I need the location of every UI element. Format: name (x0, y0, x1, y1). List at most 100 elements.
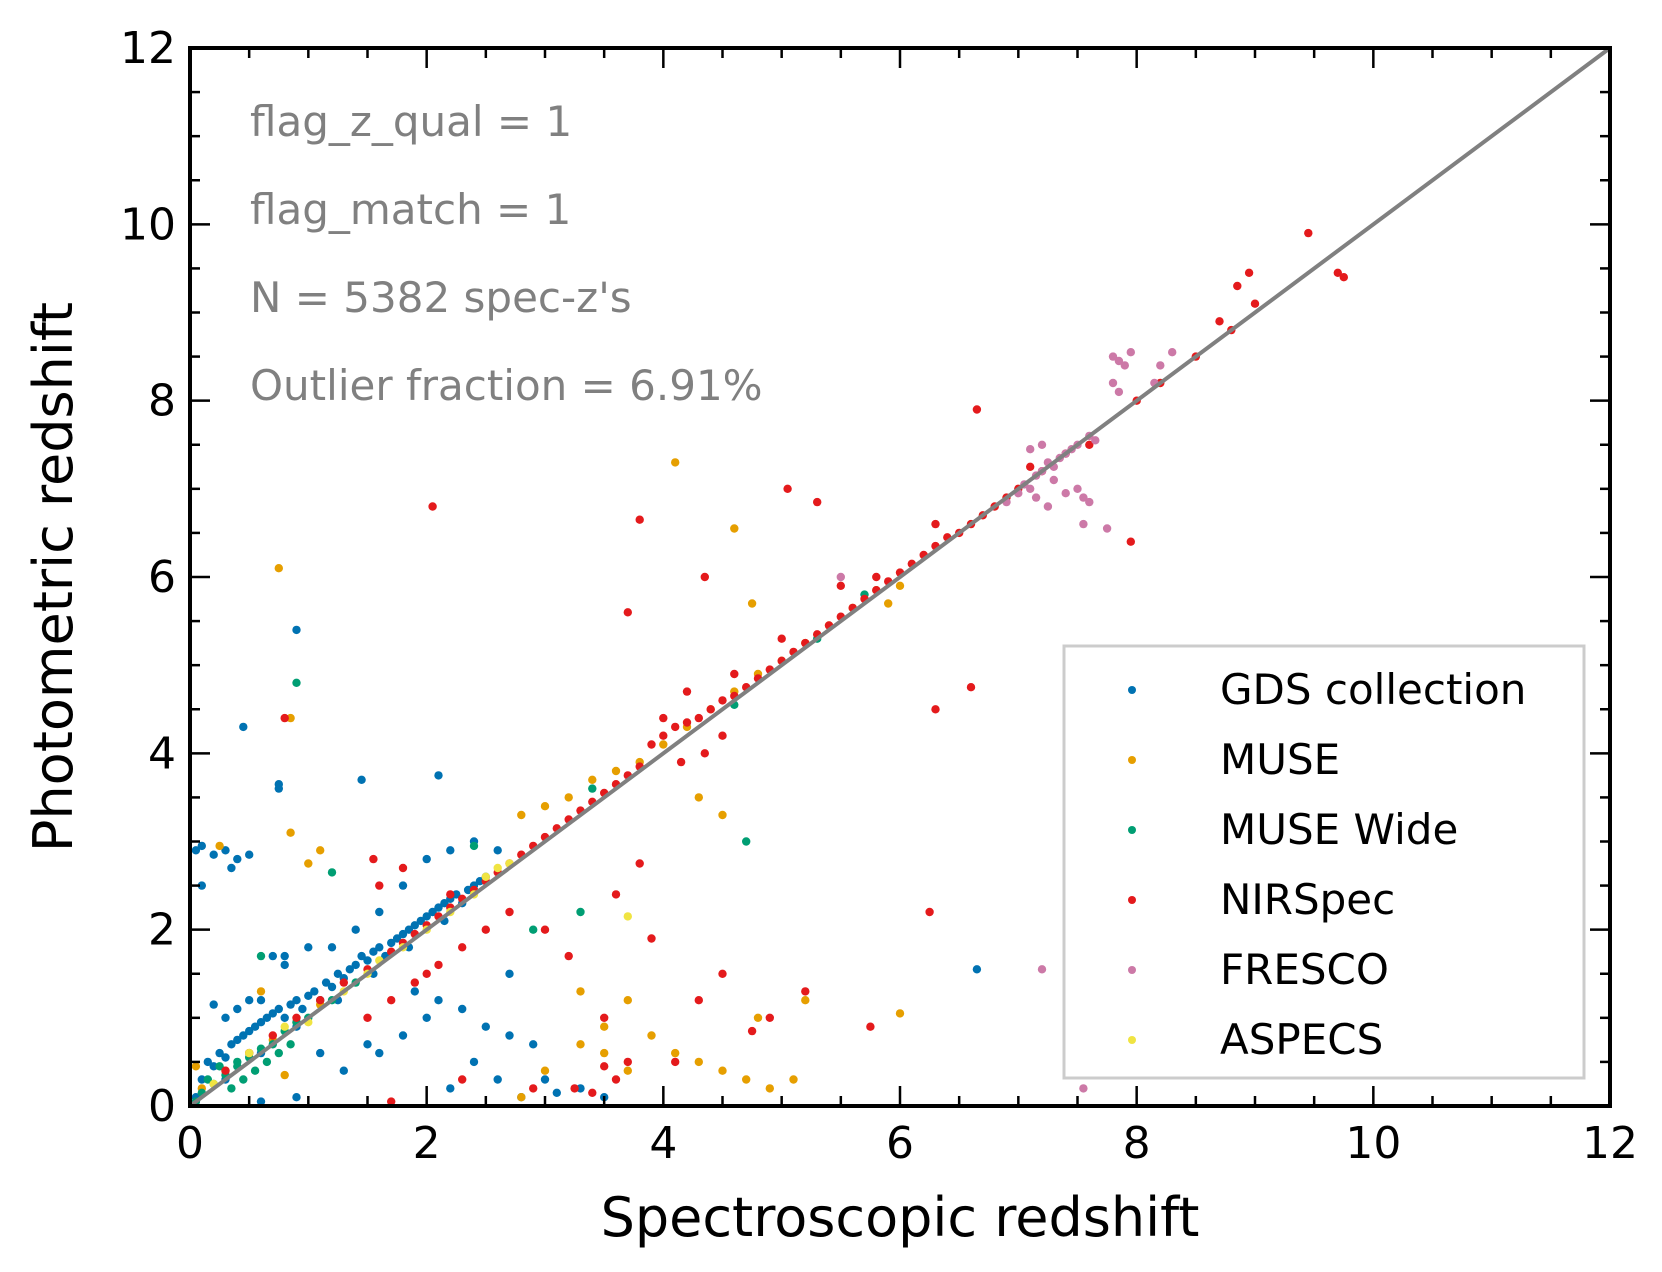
data-point (623, 996, 632, 1005)
data-point (623, 1066, 632, 1075)
x-tick-label: 12 (1582, 1118, 1638, 1169)
data-point (576, 907, 585, 917)
data-point (647, 1031, 656, 1040)
data-point (316, 1048, 325, 1058)
data-point (221, 1053, 230, 1062)
data-point (747, 599, 757, 608)
data-point (671, 458, 680, 467)
data-point (623, 1057, 632, 1067)
data-point (694, 793, 703, 802)
series-0 (191, 625, 982, 1106)
data-point (274, 564, 283, 573)
data-point (1244, 268, 1254, 277)
data-point (434, 903, 443, 912)
data-point (576, 1040, 585, 1049)
data-point (659, 731, 668, 740)
data-point (422, 912, 431, 921)
data-point (813, 497, 822, 507)
data-point (517, 810, 526, 820)
data-point (1215, 317, 1224, 326)
data-point (463, 885, 473, 895)
data-point (357, 951, 366, 961)
annotation-n-specz: N = 5382 spec-z's (250, 273, 632, 322)
data-point (410, 921, 419, 930)
data-point (286, 713, 295, 723)
data-point (446, 1084, 455, 1093)
data-point (789, 1075, 798, 1084)
data-point (333, 969, 343, 978)
data-point (209, 1000, 218, 1009)
data-point (564, 951, 573, 961)
data-point (540, 1075, 550, 1084)
data-point (801, 996, 810, 1005)
data-point (529, 925, 538, 934)
data-point (387, 996, 396, 1005)
data-point (446, 890, 455, 899)
data-point (392, 934, 402, 943)
data-point (505, 1031, 514, 1040)
data-point (1108, 378, 1118, 388)
legend-label-muse-wide: MUSE Wide (1220, 805, 1458, 854)
data-point (209, 850, 218, 859)
plot-frame (188, 46, 1612, 1108)
data-point (375, 943, 384, 952)
data-point (1168, 348, 1177, 357)
data-point (221, 1066, 230, 1075)
y-tick-label: 0 (148, 1081, 176, 1132)
data-point (671, 1057, 680, 1067)
data-point (505, 907, 514, 917)
data-point (363, 956, 372, 965)
data-point (753, 1013, 763, 1022)
data-point (245, 996, 254, 1005)
data-point (505, 969, 514, 978)
data-point (233, 854, 242, 864)
legend-label-fresco: FRESCO (1220, 945, 1389, 994)
data-point (700, 572, 709, 582)
data-point (239, 722, 248, 732)
data-point (292, 1093, 301, 1102)
data-point (363, 1040, 372, 1049)
y-axis-title: Photometric redshift (22, 302, 85, 852)
data-point (233, 1057, 242, 1067)
data-point (310, 987, 319, 996)
data-point (239, 1075, 248, 1084)
data-point (600, 1048, 609, 1058)
data-point (292, 996, 301, 1005)
data-point (245, 850, 254, 859)
data-point (203, 1075, 212, 1084)
data-point (280, 960, 289, 970)
data-point (434, 996, 443, 1005)
data-point (422, 969, 431, 978)
data-point (446, 846, 455, 855)
data-point (1037, 965, 1047, 974)
data-point (517, 1093, 526, 1102)
data-point (931, 705, 940, 714)
data-point (931, 519, 940, 529)
y-tick-label: 2 (148, 905, 176, 956)
data-point (1091, 436, 1100, 445)
data-point (493, 863, 502, 873)
data-point (588, 775, 597, 784)
annotation-flag-match: flag_match = 1 (250, 185, 571, 234)
data-point (730, 524, 739, 533)
data-point (493, 846, 502, 855)
data-point (286, 1000, 295, 1009)
data-point (676, 757, 686, 767)
tick-labels: 0 2 4 6 8 10 12 0 2 4 6 8 10 12 (120, 23, 1638, 1169)
data-point (1085, 497, 1094, 507)
data-point (529, 1084, 538, 1093)
data-point (1026, 445, 1035, 454)
y-tick-label: 8 (148, 376, 176, 427)
data-point (197, 881, 206, 890)
data-point (801, 987, 810, 996)
legend-marker-muse-wide (1128, 826, 1136, 834)
legend-marker-nirspec (1128, 896, 1136, 904)
data-point (647, 740, 656, 749)
data-point (866, 1022, 875, 1031)
annotation-block: flag_z_qual = 1 flag_match = 1 N = 5382 … (250, 97, 763, 410)
data-point (398, 1031, 408, 1040)
data-point (375, 881, 384, 890)
data-point (972, 965, 982, 974)
data-points (191, 228, 1349, 1106)
data-point (387, 938, 396, 948)
